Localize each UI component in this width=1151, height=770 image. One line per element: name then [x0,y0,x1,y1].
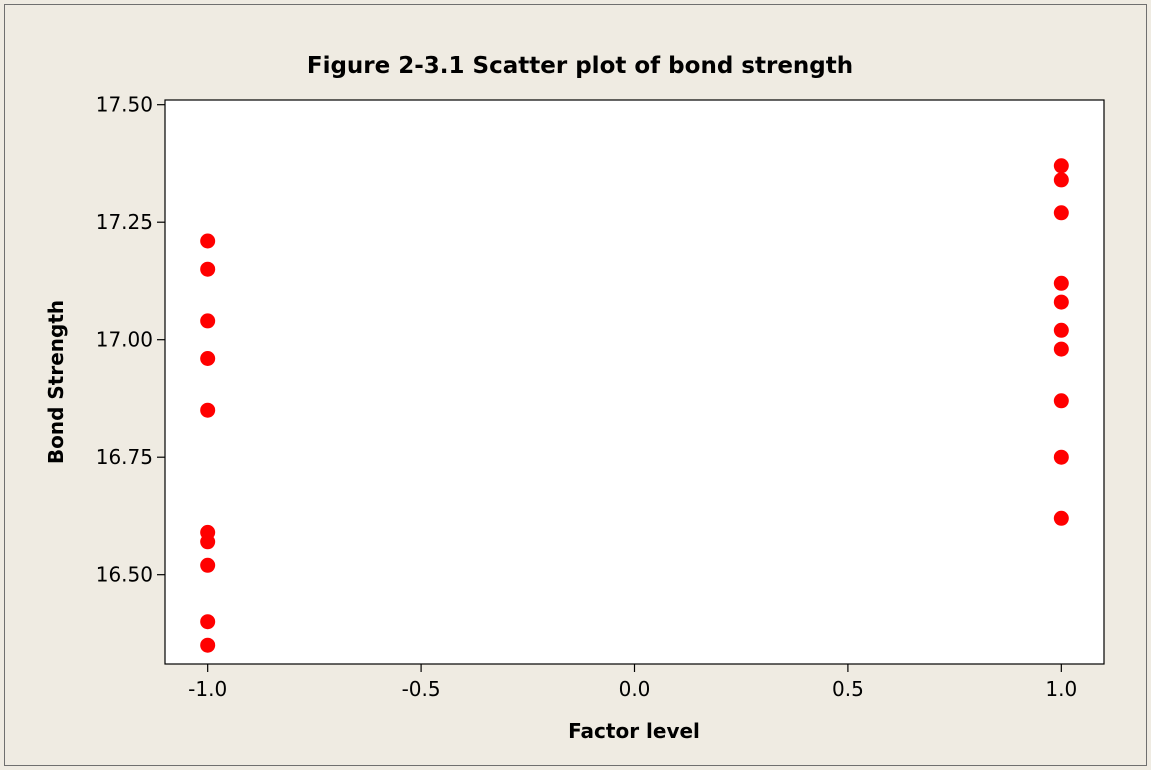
data-point [1053,172,1069,188]
data-point [200,233,216,249]
x-tick-label: -0.5 [402,677,441,701]
y-tick-label: 16.75 [96,445,153,469]
data-point [200,534,216,550]
data-point [1053,205,1069,221]
data-point [1053,158,1069,174]
y-axis: 16.50 16.75 17.00 17.25 17.50 [96,93,165,587]
x-tick-label: -1.0 [188,677,227,701]
outer-border [4,4,1147,766]
y-tick-label: 17.25 [96,210,153,234]
data-point [1053,510,1069,526]
data-point [1053,322,1069,338]
data-point [200,351,216,366]
y-tick-label: 16.50 [96,563,153,587]
plot-area [164,99,1105,665]
data-point [1053,393,1069,409]
y-tick-label: 17.50 [96,93,153,117]
data-point [1053,275,1069,291]
data-point [1053,294,1069,310]
x-tick-label: 0.0 [619,677,651,701]
data-point [200,614,216,630]
x-tick-label: 0.5 [832,677,864,701]
data-point [200,637,216,653]
data-point [1053,341,1069,357]
y-axis-label: Bond Strength [44,300,68,464]
data-point [200,557,216,573]
data-point [200,313,216,329]
x-axis: -1.0 -0.5 0.0 0.5 1.0 [188,664,1077,701]
chart-title: Figure 2-3.1 Scatter plot of bond streng… [307,53,853,79]
data-point [1053,449,1069,465]
x-tick-label: 1.0 [1045,677,1077,701]
data-point [200,261,216,277]
data-point [200,402,216,418]
x-axis-label: Factor level [568,719,700,743]
y-tick-label: 17.00 [96,328,153,352]
data-points [200,158,1069,653]
